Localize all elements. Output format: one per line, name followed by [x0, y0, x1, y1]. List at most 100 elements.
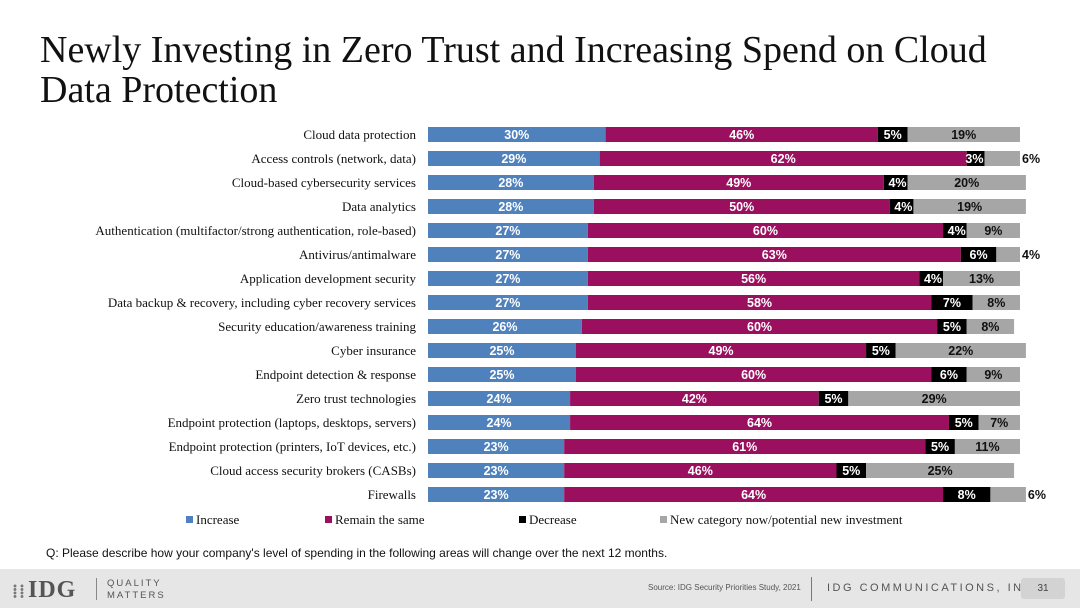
bar-segment	[984, 151, 1020, 166]
legend-label: New category now/potential new investmen…	[670, 512, 903, 527]
bar-segment	[895, 343, 1026, 358]
bar-segment	[960, 247, 997, 262]
data-label: 27%	[495, 248, 520, 262]
data-label: 25%	[928, 464, 953, 478]
bar-segment	[564, 463, 837, 478]
category-label: Antivirus/antimalware	[299, 247, 416, 262]
bar-segment	[593, 175, 884, 190]
data-label: 5%	[884, 128, 902, 142]
data-label: 23%	[484, 464, 509, 478]
bar-segment	[889, 199, 914, 214]
data-label: 9%	[984, 368, 1002, 382]
bar-segment	[428, 343, 576, 358]
survey-question: Q: Please describe how your company's le…	[46, 546, 668, 560]
category-label: Endpoint protection (laptops, desktops, …	[168, 415, 416, 430]
data-label: 4%	[1022, 248, 1040, 262]
page-title: Newly Investing in Zero Trust and Increa…	[40, 29, 987, 111]
logo-divider	[96, 578, 97, 600]
category-label: Authentication (multifactor/strong authe…	[95, 223, 416, 238]
data-label: 56%	[741, 272, 766, 286]
category-label: Cloud-based cybersecurity services	[232, 175, 416, 190]
data-label: 4%	[888, 176, 906, 190]
bar-segment	[848, 391, 1020, 406]
data-label: 11%	[975, 440, 999, 454]
category-label: Access controls (network, data)	[251, 151, 416, 166]
data-label: 5%	[872, 344, 890, 358]
bar-segment	[925, 439, 955, 454]
bar-segment	[428, 319, 582, 334]
tagline-line-1: QUALITY	[107, 578, 162, 589]
data-label: 29%	[922, 392, 947, 406]
bar-segment	[954, 439, 1020, 454]
data-label: 22%	[948, 344, 973, 358]
data-label: 6%	[970, 248, 988, 262]
data-label: 6%	[1022, 152, 1040, 166]
company-name: IDG COMMUNICATIONS, INC.	[827, 582, 1040, 594]
data-label: 7%	[990, 416, 1008, 430]
data-label: 46%	[729, 128, 754, 142]
legend-swatch	[660, 516, 667, 523]
data-label: 8%	[981, 320, 999, 334]
bar-segment	[428, 415, 571, 430]
data-label: 5%	[943, 320, 961, 334]
category-label: Endpoint detection & response	[255, 367, 416, 382]
bar-segment	[943, 487, 991, 502]
bar-segment	[428, 487, 565, 502]
bar-segment	[428, 127, 606, 142]
page-number: 31	[1021, 578, 1065, 599]
bar-segment	[564, 439, 926, 454]
data-label: 9%	[984, 224, 1002, 238]
data-label: 19%	[957, 200, 982, 214]
data-label: 3%	[965, 152, 983, 166]
data-label: 30%	[504, 128, 529, 142]
bar-segment	[428, 175, 594, 190]
bar-segment	[564, 487, 944, 502]
data-label: 7%	[943, 296, 961, 310]
data-label: 61%	[732, 440, 757, 454]
data-label: 60%	[747, 320, 772, 334]
category-label: Security education/awareness training	[218, 319, 416, 334]
legend-label: Decrease	[529, 512, 577, 527]
source-note: Source: IDG Security Priorities Study, 2…	[648, 583, 801, 592]
category-label: Endpoint protection (printers, IoT devic…	[169, 439, 416, 454]
data-label: 58%	[747, 296, 772, 310]
bar-segment	[576, 367, 932, 382]
tagline-line-2: MATTERS	[107, 590, 166, 601]
data-label: 63%	[762, 248, 787, 262]
data-label: 5%	[931, 440, 949, 454]
bar-segment	[931, 295, 973, 310]
bar-segment	[570, 415, 949, 430]
logo-text: IDG	[28, 577, 77, 603]
category-label: Zero trust technologies	[296, 391, 416, 406]
bar-segment	[587, 295, 932, 310]
legend-swatch	[519, 516, 526, 523]
bar-segment	[877, 127, 908, 142]
data-label: 49%	[726, 176, 751, 190]
data-label: 64%	[741, 488, 766, 502]
data-label: 46%	[688, 464, 713, 478]
data-label: 64%	[747, 416, 772, 430]
bar-segment	[428, 463, 565, 478]
data-label: 62%	[771, 152, 796, 166]
bar-segment	[587, 271, 920, 286]
data-label: 5%	[955, 416, 973, 430]
data-label: 29%	[501, 152, 526, 166]
tagline: QUALITY MATTERS	[107, 578, 166, 602]
data-label: 23%	[484, 488, 509, 502]
data-label: 5%	[824, 392, 842, 406]
bar-segment	[966, 319, 1015, 334]
category-label: Cloud access security brokers (CASBs)	[210, 463, 416, 478]
legend-label: Remain the same	[335, 512, 425, 527]
bar-segment	[570, 391, 819, 406]
data-label: 13%	[969, 272, 994, 286]
bar-segment	[576, 343, 867, 358]
bar-segment	[428, 367, 576, 382]
bar-segment	[972, 295, 1020, 310]
bar-segment	[428, 151, 600, 166]
bar-segment	[913, 199, 1026, 214]
bar-segment	[919, 271, 944, 286]
data-label: 19%	[951, 128, 976, 142]
bar-segment	[593, 199, 890, 214]
category-label: Cloud data protection	[303, 127, 416, 142]
bar-segment	[428, 271, 588, 286]
